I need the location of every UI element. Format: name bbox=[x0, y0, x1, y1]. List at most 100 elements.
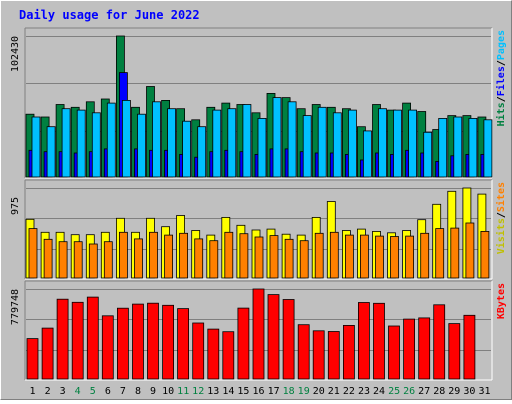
bar-kbytes-day-17 bbox=[267, 294, 280, 380]
bar-sites-day-30 bbox=[465, 222, 475, 279]
bar-sites-day-16 bbox=[254, 236, 264, 279]
bar-pages-day-5 bbox=[91, 112, 101, 178]
panel-kbytes: 779748 KBytes bbox=[10, 280, 507, 381]
chart-title: Daily usage for June 2022 bbox=[19, 8, 200, 22]
x-tick-labels: 1 2 3 4 5 6 7 8 9 10 11 12 13 14 15 16 17 18 19 20 21 22 23 24 2… bbox=[29, 386, 490, 397]
bar-pages-day-9 bbox=[152, 101, 161, 178]
bar-sites-day-20 bbox=[314, 232, 324, 279]
bar-kbytes-day-27 bbox=[418, 317, 431, 380]
legend-entry: / bbox=[496, 96, 507, 102]
x-tick-label: 17 bbox=[268, 386, 280, 397]
bar-kbytes-day-10 bbox=[162, 304, 175, 380]
bar-pages-day-7 bbox=[122, 100, 131, 178]
y-max-label: 779748 bbox=[10, 289, 21, 325]
bar-pages-day-23 bbox=[362, 130, 372, 178]
x-tick-label: 28 bbox=[433, 386, 445, 397]
bar-kbytes-day-1 bbox=[26, 338, 39, 380]
bar-sites-day-19 bbox=[299, 240, 309, 279]
bar-pages-day-13 bbox=[212, 109, 222, 178]
bar-pages-day-6 bbox=[106, 102, 116, 178]
x-tick-label: 16 bbox=[252, 386, 264, 397]
bar-sites-day-13 bbox=[209, 240, 219, 279]
bar-sites-day-4 bbox=[73, 241, 83, 279]
bar-kbytes-day-12 bbox=[192, 322, 205, 380]
bar-kbytes-day-13 bbox=[207, 328, 220, 380]
bar-sites-day-22 bbox=[344, 234, 354, 279]
bar-kbytes-day-19 bbox=[297, 324, 310, 380]
x-tick-label: 21 bbox=[328, 386, 340, 397]
bar-sites-day-25 bbox=[390, 236, 399, 279]
x-tick-label: 11 bbox=[177, 386, 189, 397]
x-tick-label: 8 bbox=[135, 386, 141, 397]
bar-sites-day-15 bbox=[239, 233, 249, 279]
bar-pages-day-27 bbox=[423, 131, 433, 178]
bar-pages-day-26 bbox=[408, 109, 418, 178]
bar-sites-day-2 bbox=[43, 238, 53, 279]
bar-sites-day-5 bbox=[88, 243, 98, 279]
bar-sites-day-28 bbox=[435, 228, 445, 279]
bar-sites-day-10 bbox=[164, 234, 174, 279]
bar-pages-day-22 bbox=[347, 109, 357, 178]
bar-kbytes-day-4 bbox=[71, 301, 84, 380]
bar-sites-day-12 bbox=[194, 238, 204, 279]
y-max-label: 102430 bbox=[10, 36, 21, 72]
x-tick-label: 15 bbox=[237, 386, 249, 397]
bar-pages-day-11 bbox=[182, 120, 192, 178]
legend-entry: Pages bbox=[496, 30, 507, 60]
bar-sites-day-8 bbox=[134, 238, 143, 279]
x-tick-label: 4 bbox=[75, 386, 81, 397]
x-tick-label: 23 bbox=[358, 386, 370, 397]
bar-pages-day-21 bbox=[332, 112, 342, 178]
legend-visits-sites: Visits/Sites bbox=[495, 182, 507, 254]
bar-pages-day-8 bbox=[137, 113, 146, 178]
bar-sites-day-29 bbox=[450, 227, 460, 279]
bar-kbytes-day-7 bbox=[117, 307, 129, 380]
x-tick-label: 13 bbox=[207, 386, 219, 397]
legend-entry: KBytes bbox=[496, 283, 507, 319]
bar-kbytes-day-6 bbox=[101, 315, 114, 380]
series-kbytes bbox=[26, 288, 476, 380]
x-tick-label: 9 bbox=[150, 386, 156, 397]
bar-kbytes-day-21 bbox=[327, 331, 340, 380]
bar-pages-day-31 bbox=[483, 119, 493, 178]
legend-kbytes: KBytes bbox=[496, 283, 507, 319]
bar-sites-day-7 bbox=[119, 231, 128, 279]
x-tick-label: 7 bbox=[120, 386, 126, 397]
bar-pages-day-10 bbox=[167, 108, 177, 178]
bar-pages-day-30 bbox=[468, 118, 478, 178]
panel-visits-sites: 975 Visits/Sites bbox=[10, 179, 507, 280]
bar-sites-day-3 bbox=[58, 241, 68, 279]
bar-sites-day-14 bbox=[224, 231, 234, 279]
legend-entry: Hits bbox=[495, 102, 507, 126]
bar-kbytes-day-3 bbox=[56, 298, 69, 380]
legend-entry: Visits bbox=[495, 218, 507, 254]
x-tick-label: 27 bbox=[418, 386, 430, 397]
bar-pages-day-19 bbox=[302, 115, 312, 178]
bar-kbytes-day-22 bbox=[342, 324, 355, 380]
bar-kbytes-day-23 bbox=[357, 302, 370, 380]
x-tick-label: 19 bbox=[298, 386, 310, 397]
bar-sites-day-21 bbox=[329, 231, 339, 279]
bar-kbytes-day-2 bbox=[41, 327, 54, 380]
x-tick-label: 6 bbox=[105, 386, 111, 397]
series-sites bbox=[28, 222, 490, 279]
bar-kbytes-day-5 bbox=[86, 296, 99, 380]
bar-pages-day-4 bbox=[76, 109, 86, 178]
bar-pages-day-16 bbox=[257, 118, 267, 178]
legend-entry: Sites bbox=[495, 182, 507, 212]
bar-sites-day-18 bbox=[284, 238, 294, 279]
x-tick-label: 12 bbox=[192, 386, 204, 397]
x-tick-label: 25 bbox=[388, 386, 400, 397]
bar-pages-day-29 bbox=[453, 116, 463, 178]
x-tick-label: 30 bbox=[463, 386, 475, 397]
bar-kbytes-day-11 bbox=[177, 308, 190, 380]
bar-kbytes-day-29 bbox=[448, 323, 461, 380]
bar-kbytes-day-18 bbox=[282, 299, 295, 380]
bar-pages-day-20 bbox=[317, 106, 327, 178]
y-max-label: 975 bbox=[10, 197, 21, 215]
bar-pages-day-14 bbox=[227, 108, 237, 178]
bar-sites-day-6 bbox=[103, 241, 113, 279]
bar-pages-day-28 bbox=[438, 118, 448, 178]
